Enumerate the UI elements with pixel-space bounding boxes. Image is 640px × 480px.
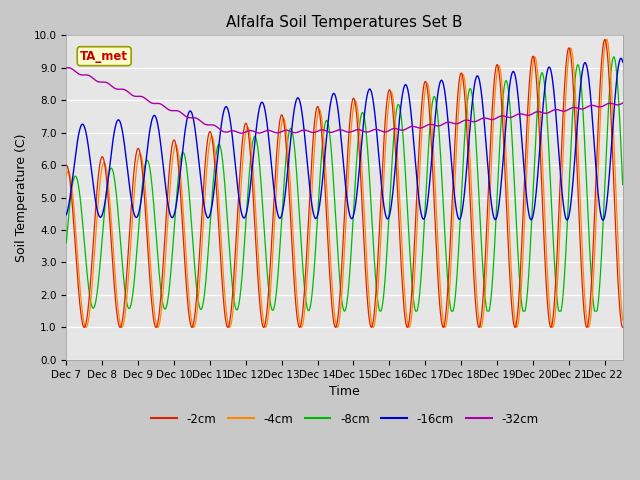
Legend: -2cm, -4cm, -8cm, -16cm, -32cm: -2cm, -4cm, -8cm, -16cm, -32cm [146, 408, 543, 431]
Y-axis label: Soil Temperature (C): Soil Temperature (C) [15, 133, 28, 262]
Title: Alfalfa Soil Temperatures Set B: Alfalfa Soil Temperatures Set B [226, 15, 463, 30]
X-axis label: Time: Time [329, 385, 360, 398]
Text: TA_met: TA_met [80, 49, 128, 63]
